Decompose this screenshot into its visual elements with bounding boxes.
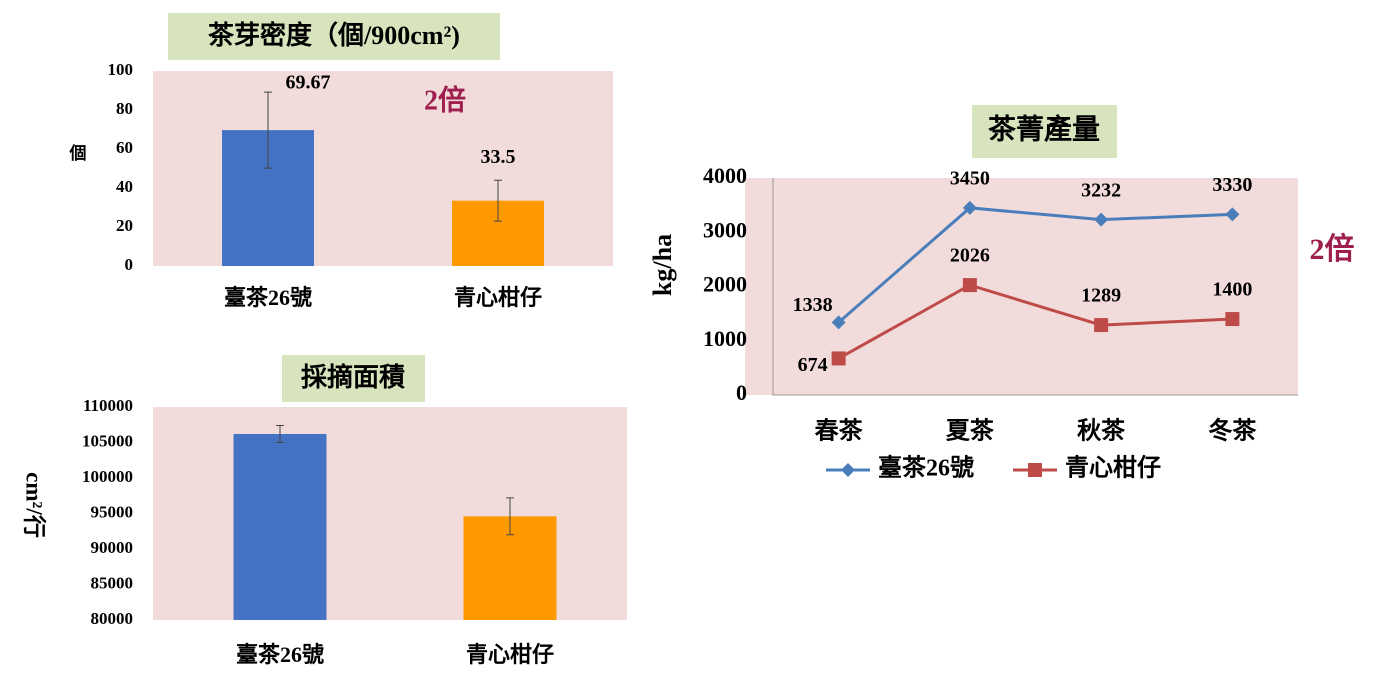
title-box bbox=[972, 105, 1117, 158]
marker bbox=[962, 200, 977, 215]
error-bar bbox=[276, 424, 284, 443]
title-box bbox=[282, 355, 425, 402]
x-tick-label: 臺茶26號 bbox=[224, 285, 312, 310]
y-tick-label: 85000 bbox=[91, 573, 134, 592]
y-tick-label: 60 bbox=[116, 138, 133, 157]
marker bbox=[831, 315, 846, 330]
x-tick-label: 臺茶26號 bbox=[236, 642, 324, 667]
y-tick-label: 95000 bbox=[91, 502, 134, 521]
annotation: 2倍 bbox=[1310, 232, 1355, 266]
y-tick-label: 100 bbox=[108, 60, 134, 79]
data-label: 1289 bbox=[1081, 285, 1121, 307]
legend-label: 青心柑仔 bbox=[1065, 455, 1161, 482]
y-tick-label: 3000 bbox=[703, 217, 747, 242]
x-tick-label: 夏茶 bbox=[946, 418, 995, 445]
chart-title: 採摘面積 bbox=[301, 362, 405, 392]
line bbox=[837, 206, 1233, 324]
marker bbox=[1094, 212, 1109, 227]
data-label: 1400 bbox=[1212, 279, 1252, 301]
data-label: 3330 bbox=[1212, 174, 1252, 196]
data-label: 3232 bbox=[1081, 179, 1121, 201]
error-bar bbox=[264, 91, 272, 169]
bar bbox=[233, 433, 327, 620]
marker bbox=[1225, 312, 1240, 327]
title-box bbox=[168, 13, 500, 60]
y-tick-label: 0 bbox=[125, 255, 134, 274]
marker bbox=[1225, 207, 1240, 222]
error-bar bbox=[506, 497, 514, 536]
data-label: 674 bbox=[798, 354, 828, 376]
chart-title: 茶菁產量 bbox=[988, 112, 1100, 145]
x-tick-label: 冬茶 bbox=[1208, 417, 1257, 445]
legend-marker bbox=[1028, 463, 1042, 477]
y-tick-label: 90000 bbox=[91, 538, 134, 557]
x-tick-label: 秋茶 bbox=[1077, 418, 1126, 445]
line bbox=[837, 283, 1233, 360]
data-label: 1338 bbox=[793, 294, 833, 316]
annotation: 2倍 bbox=[424, 83, 466, 116]
legend-label: 臺茶26號 bbox=[878, 455, 974, 482]
y-axis-label: kg/ha bbox=[648, 234, 677, 296]
y-tick-label: 20 bbox=[116, 216, 133, 235]
legend-marker bbox=[841, 463, 855, 477]
marker bbox=[1094, 318, 1109, 333]
y-tick-label: 2000 bbox=[703, 272, 747, 297]
axis bbox=[772, 178, 1298, 396]
y-tick-label: 105000 bbox=[82, 431, 133, 450]
y-axis-label: 個 bbox=[69, 143, 87, 163]
chart-title: 茶芽密度（個/900cm²) bbox=[208, 20, 460, 50]
y-tick-label: 4000 bbox=[703, 163, 747, 188]
data-label: 69.67 bbox=[286, 72, 331, 94]
marker bbox=[831, 351, 846, 366]
x-tick-label: 青心柑仔 bbox=[466, 642, 554, 667]
data-label: 33.5 bbox=[481, 146, 516, 168]
y-tick-label: 40 bbox=[116, 177, 133, 196]
x-tick-label: 青心柑仔 bbox=[454, 285, 542, 310]
y-tick-label: 110000 bbox=[83, 396, 133, 415]
data-label: 2026 bbox=[950, 245, 990, 267]
y-tick-label: 1000 bbox=[703, 326, 747, 351]
x-tick-label: 春茶 bbox=[815, 418, 864, 445]
y-tick-label: 100000 bbox=[82, 467, 133, 486]
data-label: 3450 bbox=[950, 167, 990, 189]
y-tick-label: 80 bbox=[116, 99, 133, 118]
error-bar bbox=[494, 179, 502, 222]
y-tick-label: 80000 bbox=[91, 609, 134, 628]
y-tick-label: 0 bbox=[736, 380, 747, 405]
marker bbox=[962, 278, 977, 293]
y-axis-label: cm²/行 bbox=[22, 472, 48, 538]
